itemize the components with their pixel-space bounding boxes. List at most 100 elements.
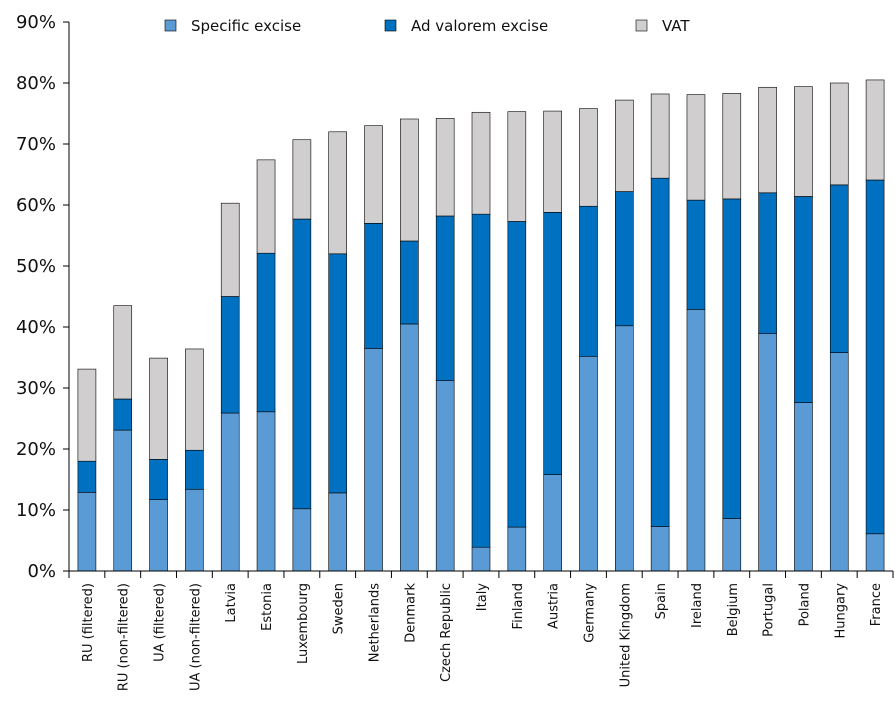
- bar-segment-vat: [615, 99, 634, 192]
- bar-segment-vat: [471, 111, 491, 215]
- bar-segment-specific-excise: [364, 348, 383, 572]
- bar-segment-vat: [77, 368, 97, 462]
- bar-segment-specific-excise: [77, 492, 97, 572]
- bar-segment-ad-valorem-excise: [185, 449, 204, 490]
- x-tick-label: Netherlands: [368, 583, 383, 662]
- x-tick-label: Denmark: [403, 583, 418, 643]
- bar-segment-ad-valorem-excise: [471, 213, 491, 548]
- x-tick-label: UA (non-filtered): [188, 583, 203, 691]
- y-tick-label: 90%: [16, 12, 56, 33]
- bar-segment-specific-excise: [615, 325, 634, 572]
- bar-segment-ad-valorem-excise: [400, 240, 419, 325]
- bar-segment-ad-valorem-excise: [615, 191, 634, 327]
- bar-segment-vat: [149, 357, 168, 460]
- x-tick-label: France: [869, 583, 884, 626]
- x-axis: RU (filtered) RU (non-filtered) UA (filter…: [68, 570, 894, 691]
- x-tick-label: Sweden: [332, 583, 347, 634]
- legend-swatch: [164, 19, 177, 32]
- x-tick-label: Poland: [797, 583, 812, 626]
- y-tick-label: 20%: [16, 439, 56, 460]
- bar-segment-vat: [829, 82, 849, 186]
- bar-segment-ad-valorem-excise: [435, 215, 455, 381]
- bar-segment-ad-valorem-excise: [507, 221, 527, 528]
- y-tick-label: 70%: [16, 134, 56, 155]
- x-tick-label: Luxembourg: [296, 583, 311, 664]
- x-tick-label: Latvia: [224, 583, 239, 623]
- y-tick-label: 40%: [16, 317, 56, 338]
- y-axis: 0% 10% 20% 30% 40% 50% 60% 70% 80% 90%: [16, 12, 70, 582]
- x-tick-label: Portugal: [762, 583, 777, 637]
- legend-label: Ad valorem excise: [411, 17, 548, 35]
- x-tick-label: Austria: [547, 583, 562, 629]
- x-tick-label: Italy: [475, 583, 490, 612]
- x-tick-label: Estonia: [260, 583, 275, 631]
- bar-segment-specific-excise: [507, 526, 527, 572]
- y-tick-label: 60%: [16, 195, 56, 216]
- bar-segment-vat: [794, 86, 813, 197]
- bar-segment-vat: [113, 305, 133, 400]
- x-tick-label: Spain: [654, 583, 669, 619]
- x-tick-label: RU (filtered): [81, 583, 96, 662]
- bar-segment-ad-valorem-excise: [256, 252, 276, 413]
- bar-segment-vat: [364, 125, 383, 224]
- bar-segment-vat: [256, 159, 276, 254]
- bar-segment-vat: [650, 93, 670, 179]
- bar-segment-specific-excise: [292, 508, 312, 572]
- bar-segment-specific-excise: [650, 526, 670, 572]
- x-tick-label: Ireland: [690, 583, 705, 628]
- bar-segment-specific-excise: [185, 488, 204, 572]
- legend-label: Specific excise: [191, 17, 301, 35]
- bar-segment-ad-valorem-excise: [579, 205, 598, 357]
- bar-segment-specific-excise: [471, 546, 491, 572]
- bar-segment-ad-valorem-excise: [650, 177, 670, 527]
- bar-segment-vat: [722, 93, 742, 200]
- bar-segment-vat: [328, 131, 347, 255]
- bar-segment-ad-valorem-excise: [364, 223, 383, 349]
- bar-segment-specific-excise: [256, 411, 276, 572]
- bar-segment-specific-excise: [686, 309, 706, 572]
- x-tick-label: Belgium: [726, 583, 741, 636]
- bar-segment-ad-valorem-excise: [220, 296, 240, 414]
- chart-legend: Specific excise Ad valorem excise VAT: [164, 17, 690, 35]
- bar-segment-ad-valorem-excise: [794, 196, 813, 403]
- bar-segment-ad-valorem-excise: [758, 192, 777, 335]
- y-tick-label: 10%: [16, 500, 56, 521]
- bar-segment-specific-excise: [865, 533, 885, 572]
- bar-segment-ad-valorem-excise: [149, 459, 168, 500]
- x-tick-label: RU (non-filtered): [117, 583, 132, 691]
- y-tick-label: 80%: [16, 73, 56, 94]
- bar-segment-vat: [543, 110, 562, 213]
- x-tick-label: Hungary: [833, 583, 848, 639]
- bar-segment-ad-valorem-excise: [328, 253, 347, 494]
- bar-segment-vat: [185, 348, 204, 451]
- bar-segment-specific-excise: [435, 380, 455, 572]
- x-tick-label: UA (filtered): [153, 583, 168, 662]
- bar-segment-specific-excise: [829, 352, 849, 572]
- bar-segment-vat: [686, 94, 706, 201]
- bar-segment-vat: [292, 139, 312, 220]
- bar-segment-specific-excise: [149, 499, 168, 572]
- bar-segment-ad-valorem-excise: [722, 198, 742, 519]
- bar-segment-ad-valorem-excise: [77, 460, 97, 493]
- y-tick-label: 0%: [27, 561, 56, 582]
- bar-segment-vat: [758, 86, 777, 194]
- x-tick-label: Finland: [511, 583, 526, 629]
- bars-area: [77, 79, 885, 572]
- bar-segment-specific-excise: [543, 474, 562, 572]
- x-tick-label: Germany: [582, 583, 597, 643]
- bar-segment-vat: [865, 79, 885, 181]
- bar-segment-specific-excise: [113, 429, 133, 572]
- bar-segment-specific-excise: [758, 333, 777, 572]
- y-tick-label: 50%: [16, 256, 56, 277]
- legend-swatch: [384, 19, 397, 32]
- x-tick-label: Czech Republic: [439, 583, 454, 682]
- bar-segment-ad-valorem-excise: [113, 398, 133, 431]
- legend-swatch: [635, 19, 648, 32]
- bar-segment-specific-excise: [400, 323, 419, 572]
- bar-segment-vat: [400, 118, 419, 242]
- bar-segment-vat: [507, 111, 527, 222]
- bar-segment-ad-valorem-excise: [829, 184, 849, 353]
- bar-segment-ad-valorem-excise: [686, 199, 706, 310]
- bar-segment-specific-excise: [722, 518, 742, 572]
